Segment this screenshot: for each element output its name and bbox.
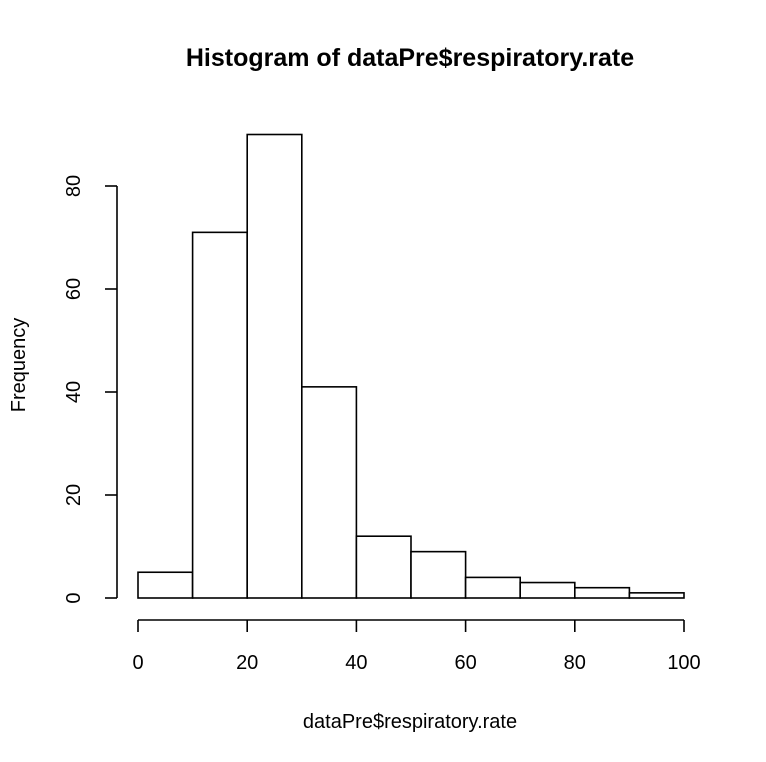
histogram-bar-2 bbox=[246, 133, 303, 599]
histogram-bar-3 bbox=[300, 386, 358, 599]
histogram-bars bbox=[137, 133, 685, 599]
x-tick-label-5: 100 bbox=[667, 652, 700, 674]
histogram-bar-4 bbox=[355, 535, 412, 599]
x-axis-label: dataPre$respiratory.rate bbox=[303, 711, 517, 733]
y-tick-label-1: 20 bbox=[63, 484, 85, 506]
x-axis: 0 20 40 60 80 100 bbox=[132, 619, 701, 674]
y-tick-label-0: 0 bbox=[63, 592, 85, 603]
histogram-bar-8 bbox=[573, 586, 631, 599]
chart-title: Histogram of dataPre$respiratory.rate bbox=[186, 44, 634, 72]
x-tick-label-0: 0 bbox=[132, 652, 143, 674]
x-tick-label-3: 60 bbox=[454, 652, 476, 674]
y-axis-label: Frequency bbox=[8, 318, 30, 413]
histogram-bar-9 bbox=[628, 592, 685, 599]
y-axis: 0 20 40 60 80 bbox=[63, 175, 118, 604]
y-tick-label-2: 40 bbox=[63, 381, 85, 403]
y-tick-label-4: 80 bbox=[63, 175, 85, 197]
histogram-bar-0 bbox=[137, 571, 194, 599]
y-tick-label-3: 60 bbox=[63, 278, 85, 300]
histogram-bar-6 bbox=[464, 576, 522, 599]
x-tick-label-2: 40 bbox=[345, 652, 367, 674]
x-tick-label-4: 80 bbox=[564, 652, 586, 674]
histogram-bar-7 bbox=[519, 581, 576, 599]
x-tick-label-1: 20 bbox=[236, 652, 258, 674]
histogram-bar-5 bbox=[410, 550, 467, 599]
histogram-bar-1 bbox=[191, 231, 249, 599]
